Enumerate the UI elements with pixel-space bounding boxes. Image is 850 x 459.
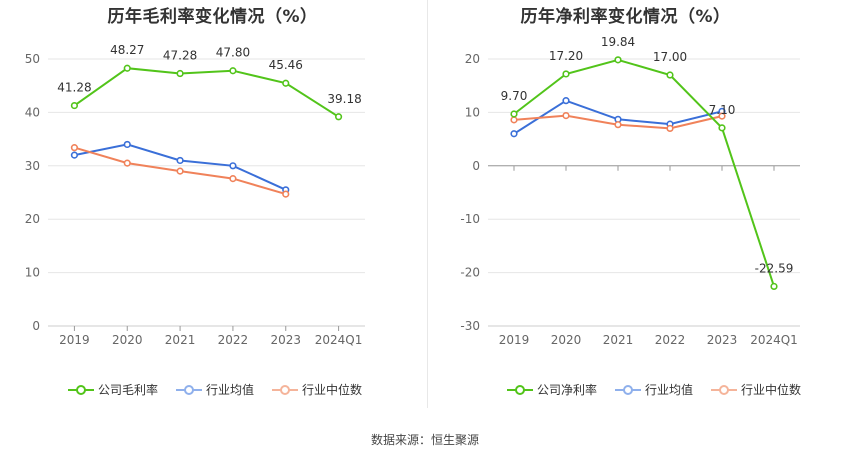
data-point: [666, 71, 674, 79]
data-point: [70, 151, 79, 159]
y-tick-label: 10: [25, 266, 40, 280]
data-label: 7.10: [709, 103, 736, 117]
legend-swatch-green: [68, 384, 94, 395]
legend-label: 行业中位数: [302, 383, 363, 397]
x-tick-label: 2019: [59, 333, 90, 347]
data-point: [176, 69, 184, 78]
y-tick-label: 30: [25, 159, 40, 173]
chart-title: 历年净利率变化情况（%）: [520, 7, 731, 27]
data-point: [123, 140, 131, 149]
legend-label: 公司净利率: [537, 383, 598, 397]
series-line: [74, 143, 287, 191]
legend-label: 行业中位数: [741, 383, 802, 397]
data-label: 19.84: [601, 35, 635, 49]
data-label: 17.20: [549, 49, 583, 63]
y-tick-label: 20: [465, 52, 480, 66]
legend-item-company[interactable]: 公司净利率: [507, 381, 597, 398]
data-point: [176, 156, 184, 165]
legend-swatch-blue: [176, 384, 203, 395]
y-tick-label: 20: [25, 212, 40, 226]
data-label: 47.80: [216, 46, 250, 60]
data-point: [718, 124, 726, 132]
legend-label: 行业均值: [645, 383, 694, 397]
data-point: [510, 110, 518, 118]
data-label: 47.28: [163, 49, 197, 63]
y-tick-label: 0: [32, 319, 40, 333]
data-point: [229, 175, 237, 183]
y-tick-label: -30: [460, 319, 480, 333]
data-point: [123, 159, 131, 167]
data-point: [334, 113, 343, 121]
data-point: [229, 162, 237, 170]
data-point: [562, 97, 570, 105]
data-source-note: 数据来源：恒生聚源: [370, 433, 479, 447]
x-tick-label: 2024Q1: [315, 333, 363, 347]
y-tick-label: -10: [460, 212, 480, 226]
legend-item-company[interactable]: 公司毛利率: [68, 381, 158, 398]
data-label: 45.46: [269, 58, 303, 72]
data-point: [510, 130, 518, 138]
y-tick-label: -20: [460, 266, 480, 280]
net-margin-plot: -30 -20 -10 0 10 20 2019 2020 2021 2022 2023 2024Q1…: [460, 35, 800, 347]
x-tick-label: 2019: [499, 333, 530, 347]
x-tick-label: 2023: [707, 333, 738, 347]
net-margin-chart: 历年净利率变化情况（%） -30 -20 -10 0 10 20 2019 2020 2021 2…: [425, 0, 850, 420]
legend-item-industry-mean[interactable]: 行业均值: [176, 381, 254, 398]
data-label: 39.18: [327, 92, 361, 106]
chart-title: 历年毛利率变化情况（%）: [107, 7, 318, 27]
data-label: -22.59: [755, 261, 794, 275]
legend-swatch-blue: [615, 384, 642, 395]
y-tick-label: 0: [472, 159, 480, 173]
gross-margin-chart: 历年毛利率变化情况（%） 0 10 20 30 40 50 2019 2020 2021 2022…: [0, 0, 425, 420]
chart-legend: 公司毛利率 行业均值 行业中位数: [68, 381, 380, 398]
legend-swatch-orange: [711, 384, 738, 395]
data-label: 48.27: [110, 43, 144, 57]
data-label: 41.28: [57, 81, 91, 95]
data-label: 9.70: [501, 89, 528, 103]
legend-item-industry-mean[interactable]: 行业均值: [615, 381, 693, 398]
legend-item-industry-median[interactable]: 行业中位数: [711, 381, 801, 398]
data-point: [614, 56, 622, 64]
x-tick-label: 2023: [270, 333, 301, 347]
data-point: [123, 64, 131, 72]
data-point: [718, 112, 726, 120]
y-tick-label: 10: [465, 105, 480, 119]
x-tick-label: 2024Q1: [750, 333, 798, 347]
legend-swatch-green: [507, 384, 533, 395]
data-point: [562, 112, 570, 120]
data-point: [70, 144, 79, 152]
x-tick-label: 2020: [551, 333, 582, 347]
x-tick-label: 2021: [603, 333, 634, 347]
gross-margin-plot: 0 10 20 30 40 50 2019 2020 2021 2022 2023 2024Q1 41.…: [25, 43, 365, 347]
legend-label: 公司毛利率: [98, 383, 159, 397]
data-point: [666, 124, 674, 133]
data-point: [176, 167, 184, 175]
data-label: 17.00: [653, 50, 687, 64]
data-point: [770, 282, 778, 291]
data-point: [614, 121, 622, 129]
data-point: [282, 190, 290, 198]
x-tick-label: 2022: [655, 333, 686, 347]
chart-legend: 公司净利率 行业均值 行业中位数: [507, 381, 819, 398]
x-tick-label: 2022: [218, 333, 249, 347]
data-point: [282, 79, 290, 87]
panel-divider: [427, 0, 428, 408]
y-tick-label: 50: [25, 52, 40, 66]
legend-item-industry-median[interactable]: 行业中位数: [272, 381, 362, 398]
series-line: [73, 67, 340, 118]
series-line: [513, 58, 775, 287]
x-tick-label: 2021: [165, 333, 196, 347]
data-point: [510, 116, 518, 124]
data-point: [229, 67, 237, 75]
data-point: [562, 70, 570, 78]
legend-swatch-orange: [272, 384, 299, 395]
legend-label: 行业均值: [206, 383, 255, 397]
y-tick-label: 40: [25, 105, 40, 119]
data-point: [70, 101, 79, 110]
x-tick-label: 2020: [112, 333, 143, 347]
